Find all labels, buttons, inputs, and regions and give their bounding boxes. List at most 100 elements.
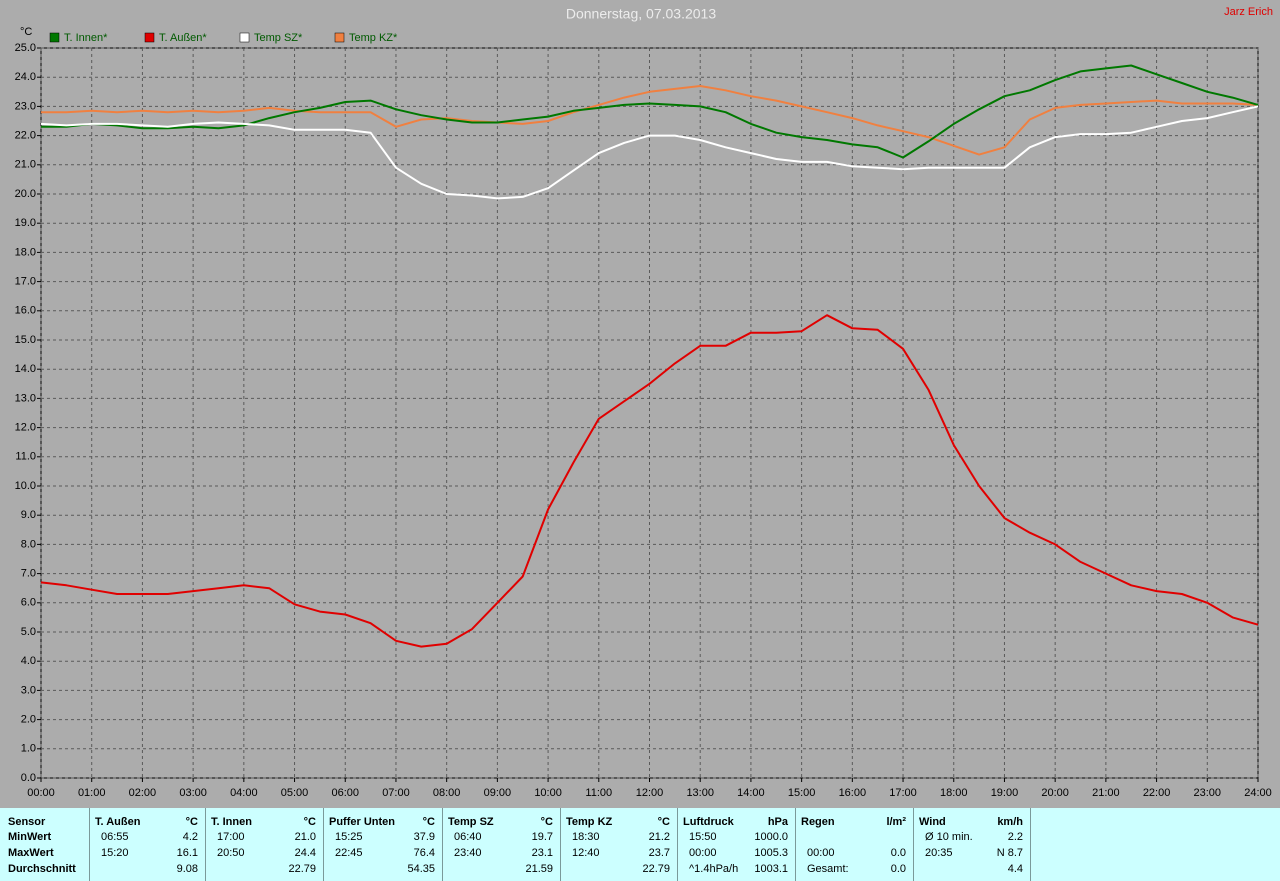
y-tick-label: 24.0 (15, 71, 36, 83)
x-tick-label: 20:00 (1041, 787, 1069, 799)
x-tick-label: 10:00 (534, 787, 562, 799)
column-unit: °C (657, 816, 670, 828)
x-tick-label: 07:00 (382, 787, 410, 799)
legend-label: Temp SZ* (254, 32, 303, 44)
y-tick-label: 6.0 (21, 597, 36, 609)
table-cell: 1005.3 (754, 847, 788, 859)
table-cell: 23.7 (648, 847, 670, 859)
separator (323, 808, 324, 881)
y-tick-label: 13.0 (15, 392, 36, 404)
x-tick-label: 17:00 (889, 787, 917, 799)
table-cell: 20:50 (217, 847, 245, 859)
table-cell: 23.1 (531, 847, 553, 859)
column-header: Puffer Unten (329, 816, 395, 828)
column-header: Temp KZ (566, 816, 613, 828)
line (41, 64, 1259, 159)
x-tick-label: 16:00 (839, 787, 867, 799)
table-cell: 15:20 (101, 847, 129, 859)
x-tick-label: 23:00 (1194, 787, 1222, 799)
table-cell: 16.1 (176, 847, 198, 859)
x-tick-label: 04:00 (230, 787, 258, 799)
column-unit: hPa (767, 816, 788, 828)
table-cell: 0.0 (890, 863, 906, 875)
y-tick-label: 25.0 (15, 42, 36, 54)
y-tick-label: 4.0 (21, 655, 36, 667)
row-label: Sensor (8, 816, 46, 828)
row-label: Durchschnitt (8, 863, 76, 875)
separator (913, 808, 914, 881)
column-unit: km/h (997, 816, 1023, 828)
table-cell: 21.0 (294, 831, 316, 843)
x-tick-label: 24:00 (1244, 787, 1272, 799)
legend-swatch (144, 32, 155, 43)
table-cell: 2.2 (1007, 831, 1023, 843)
y-tick-label: 2.0 (21, 714, 36, 726)
legend-swatch (334, 32, 345, 43)
x-tick-label: 09:00 (484, 787, 512, 799)
table-cell: 06:40 (454, 831, 482, 843)
x-tick-label: 19:00 (991, 787, 1019, 799)
table-cell: 00:00 (689, 847, 717, 859)
x-tick-label: 02:00 (129, 787, 157, 799)
separator (795, 808, 796, 881)
table-cell: 4.4 (1007, 863, 1023, 875)
table-cell: 19.7 (531, 831, 553, 843)
x-tick-label: 08:00 (433, 787, 461, 799)
table-cell: Ø 10 min. (925, 831, 973, 843)
table-cell: 15:50 (689, 831, 717, 843)
y-tick-label: 17.0 (15, 276, 36, 288)
row-label: MaxWert (8, 847, 54, 859)
separator (205, 808, 206, 881)
table-cell: 9.08 (176, 863, 198, 875)
separator (1030, 808, 1031, 881)
column-unit: °C (540, 816, 553, 828)
legend-swatch (49, 32, 60, 43)
table-cell: Gesamt: (807, 863, 849, 875)
table-cell: 06:55 (101, 831, 129, 843)
column-header: T. Innen (211, 816, 252, 828)
line (41, 85, 1259, 156)
line (40, 314, 1259, 648)
y-tick-label: 3.0 (21, 684, 36, 696)
table-cell: 20:35 (925, 847, 953, 859)
x-tick-label: 11:00 (585, 787, 612, 799)
y-tick-label: 8.0 (21, 538, 36, 550)
x-tick-label: 01:00 (78, 787, 106, 799)
table-cell: 54.35 (407, 863, 435, 875)
x-tick-label: 03:00 (179, 787, 207, 799)
column-header: T. Außen (95, 816, 141, 828)
legend-label: T. Innen* (64, 32, 108, 44)
table-cell: 22:45 (335, 847, 363, 859)
y-tick-label: 5.0 (21, 626, 36, 638)
y-tick-label: 9.0 (21, 509, 36, 521)
table-cell: 17:00 (217, 831, 245, 843)
stats-table: Sensor MinWert MaxWert Durchschnitt T. Außen… (0, 808, 1280, 881)
y-tick-label: 18.0 (15, 246, 36, 258)
y-tick-label: 7.0 (21, 568, 36, 580)
table-cell: 22.79 (288, 863, 316, 875)
separator (560, 808, 561, 881)
x-tick-label: 13:00 (686, 787, 714, 799)
chart-title: Donnerstag, 07.03.2013 (566, 6, 716, 22)
table-cell: 0.0 (890, 847, 906, 859)
table-cell: ^1.4hPa/h (689, 863, 739, 875)
y-tick-label: 23.0 (15, 100, 36, 112)
y-tick-label: 22.0 (15, 130, 36, 142)
x-tick-label: 15:00 (788, 787, 816, 799)
row-label: MinWert (8, 831, 52, 843)
x-tick-label: 22:00 (1143, 787, 1171, 799)
y-tick-label: 12.0 (15, 422, 36, 434)
x-tick-label: 00:00 (27, 787, 55, 799)
separator (442, 808, 443, 881)
author: Jarz Erich (1224, 6, 1273, 18)
y-tick-label: 1.0 (21, 743, 36, 755)
table-cell: 21.2 (648, 831, 670, 843)
column-unit: °C (185, 816, 198, 828)
legend-label: T. Außen* (159, 32, 207, 44)
legend-label: Temp KZ* (349, 32, 398, 44)
table-cell: 1003.1 (754, 863, 788, 875)
table-cell: 00:00 (807, 847, 835, 859)
x-tick-label: 14:00 (737, 787, 765, 799)
y-tick-label: 15.0 (15, 334, 36, 346)
